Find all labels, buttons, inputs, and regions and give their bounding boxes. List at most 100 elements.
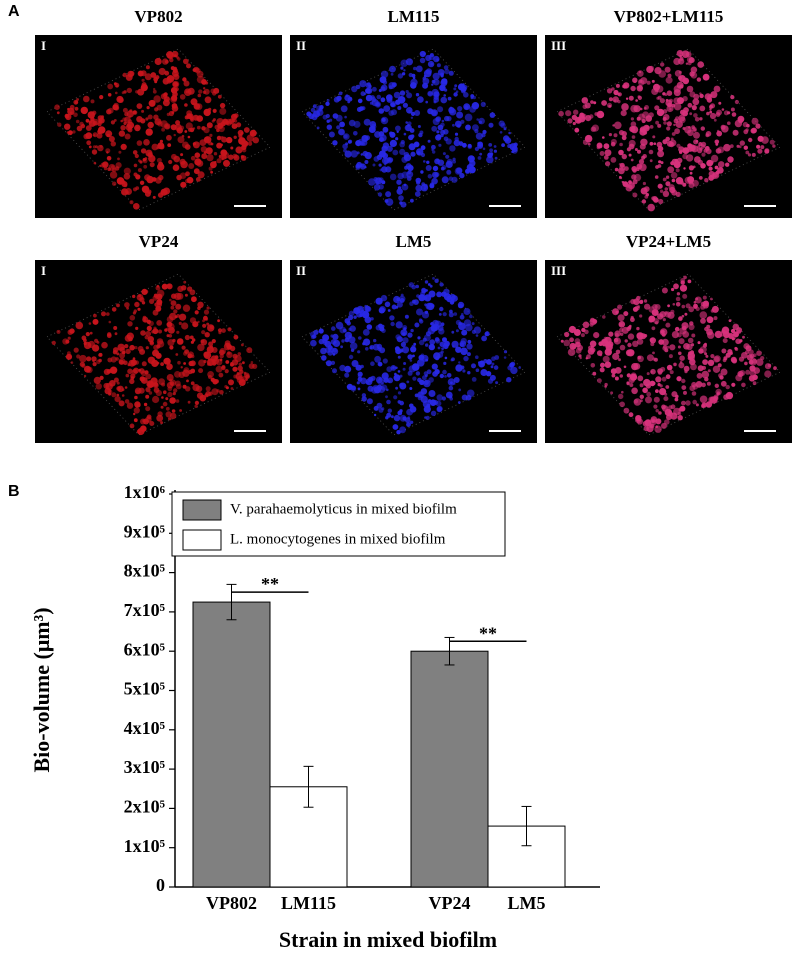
- cell: [382, 142, 389, 149]
- cell: [160, 188, 168, 196]
- cell: [417, 125, 421, 128]
- cell: [349, 96, 352, 100]
- cell: [615, 310, 619, 314]
- cell: [107, 389, 113, 395]
- cell: [437, 106, 444, 113]
- cell: [395, 334, 402, 340]
- cell: [669, 344, 676, 351]
- cell: [212, 357, 220, 365]
- cell: [232, 366, 238, 372]
- cell: [429, 53, 434, 57]
- cell: [139, 376, 145, 382]
- cell: [614, 121, 622, 130]
- cell: [122, 107, 128, 113]
- cell: [332, 368, 337, 374]
- cell: [140, 370, 147, 377]
- cell: [132, 110, 138, 115]
- cell: [332, 333, 339, 340]
- cell: [73, 347, 79, 353]
- cell: [153, 114, 159, 120]
- cell: [164, 328, 168, 332]
- cell: [389, 139, 397, 147]
- cell: [631, 174, 637, 180]
- cell: [110, 141, 117, 147]
- cell: [221, 328, 226, 333]
- cell: [709, 110, 713, 114]
- cell: [370, 317, 374, 321]
- cell: [174, 371, 181, 378]
- cell: [623, 311, 629, 317]
- cell: [433, 55, 440, 63]
- cell: [362, 342, 366, 346]
- cell: [704, 352, 708, 356]
- cell: [459, 314, 465, 320]
- cell: [373, 156, 380, 162]
- y-tick-label: 7x10⁵: [124, 600, 166, 620]
- cell: [484, 331, 490, 337]
- cell: [687, 279, 692, 284]
- cell: [590, 363, 596, 368]
- cell: [450, 381, 453, 385]
- cell: [227, 351, 231, 355]
- cell: [679, 56, 684, 61]
- cell: [749, 358, 758, 366]
- cell: [202, 90, 207, 95]
- cell: [614, 167, 619, 172]
- cell: [695, 297, 699, 301]
- cell: [573, 329, 581, 336]
- cell: [166, 381, 174, 389]
- cell: [655, 389, 659, 393]
- cell: [172, 81, 179, 88]
- cell: [401, 183, 409, 191]
- cell: [219, 390, 224, 395]
- cell: [464, 105, 469, 110]
- cell: [154, 57, 162, 66]
- cell: [377, 154, 381, 157]
- cell: [213, 152, 218, 156]
- cell: [446, 158, 453, 165]
- cell: [152, 309, 159, 316]
- cell: [380, 97, 386, 103]
- cell: [662, 318, 666, 322]
- cell: [432, 165, 439, 172]
- cell: [252, 363, 258, 369]
- cell: [190, 381, 195, 386]
- cell: [237, 352, 242, 356]
- cell: [189, 335, 194, 340]
- cell: [706, 316, 714, 324]
- cell: [627, 342, 632, 348]
- cell: [168, 334, 173, 338]
- cell: [190, 118, 194, 122]
- cell: [406, 380, 410, 384]
- cell: [630, 104, 638, 113]
- cell: [386, 94, 393, 101]
- cell: [636, 85, 643, 92]
- cell: [353, 120, 361, 128]
- cell: [675, 168, 680, 173]
- cell: [207, 362, 211, 366]
- cell: [230, 146, 234, 150]
- cell: [743, 145, 748, 150]
- cell: [471, 377, 477, 382]
- cell: [68, 130, 73, 136]
- cell: [582, 321, 590, 329]
- cell: [721, 108, 725, 111]
- cell: [716, 391, 721, 395]
- cell: [348, 139, 353, 144]
- cell: [343, 133, 350, 140]
- cell: [586, 354, 591, 360]
- cell: [657, 123, 662, 128]
- cell: [666, 121, 672, 127]
- cell: [191, 296, 197, 303]
- cell: [362, 329, 370, 336]
- cell: [86, 356, 92, 362]
- cell: [662, 177, 667, 182]
- cell: [153, 387, 160, 393]
- cell: [202, 323, 207, 328]
- cell: [216, 135, 222, 141]
- cell: [338, 91, 343, 96]
- cell: [99, 145, 103, 148]
- cell: [641, 199, 647, 204]
- cell: [403, 154, 412, 162]
- cell: [145, 373, 152, 380]
